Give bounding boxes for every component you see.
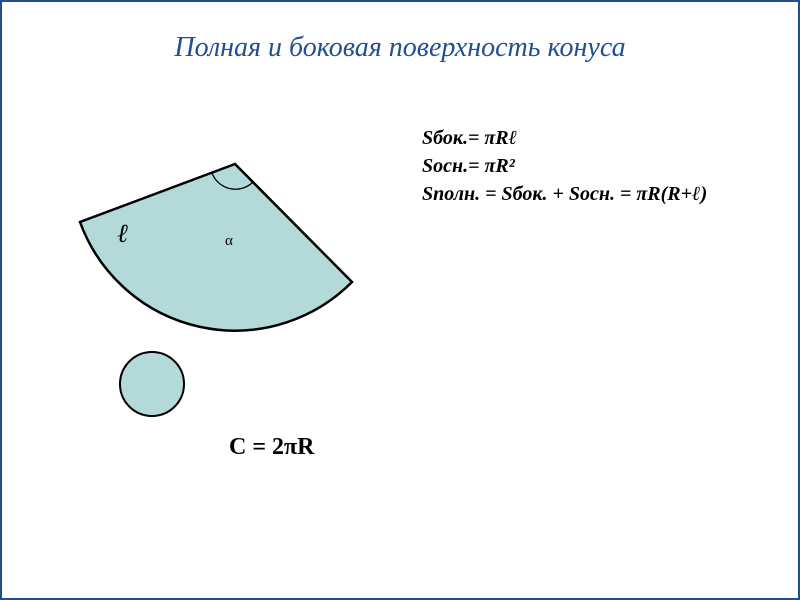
formula-lateral: Sбок.= πRℓ (422, 124, 707, 152)
label-circumference: C = 2πR (229, 434, 315, 461)
page-title: Полная и боковая поверхность конуса (52, 32, 748, 64)
label-angle-alpha: α (225, 233, 233, 250)
cone-net-diagram (72, 144, 392, 449)
formula-total: Sполн. = Sбок. + Sосн. = πR(R+ℓ) (422, 180, 707, 208)
formula-block: Sбок.= πRℓ Sосн.= πR² Sполн. = Sбок. + S… (422, 124, 707, 208)
label-slant-height: ℓ (117, 219, 128, 249)
diagram-svg (72, 144, 392, 444)
formula-base: Sосн.= πR² (422, 152, 707, 180)
base-circle (120, 352, 184, 416)
slide-frame: Полная и боковая поверхность конуса ℓ α … (0, 0, 800, 600)
content-area: ℓ α C = 2πR Sбок.= πRℓ Sосн.= πR² Sполн.… (52, 74, 748, 550)
